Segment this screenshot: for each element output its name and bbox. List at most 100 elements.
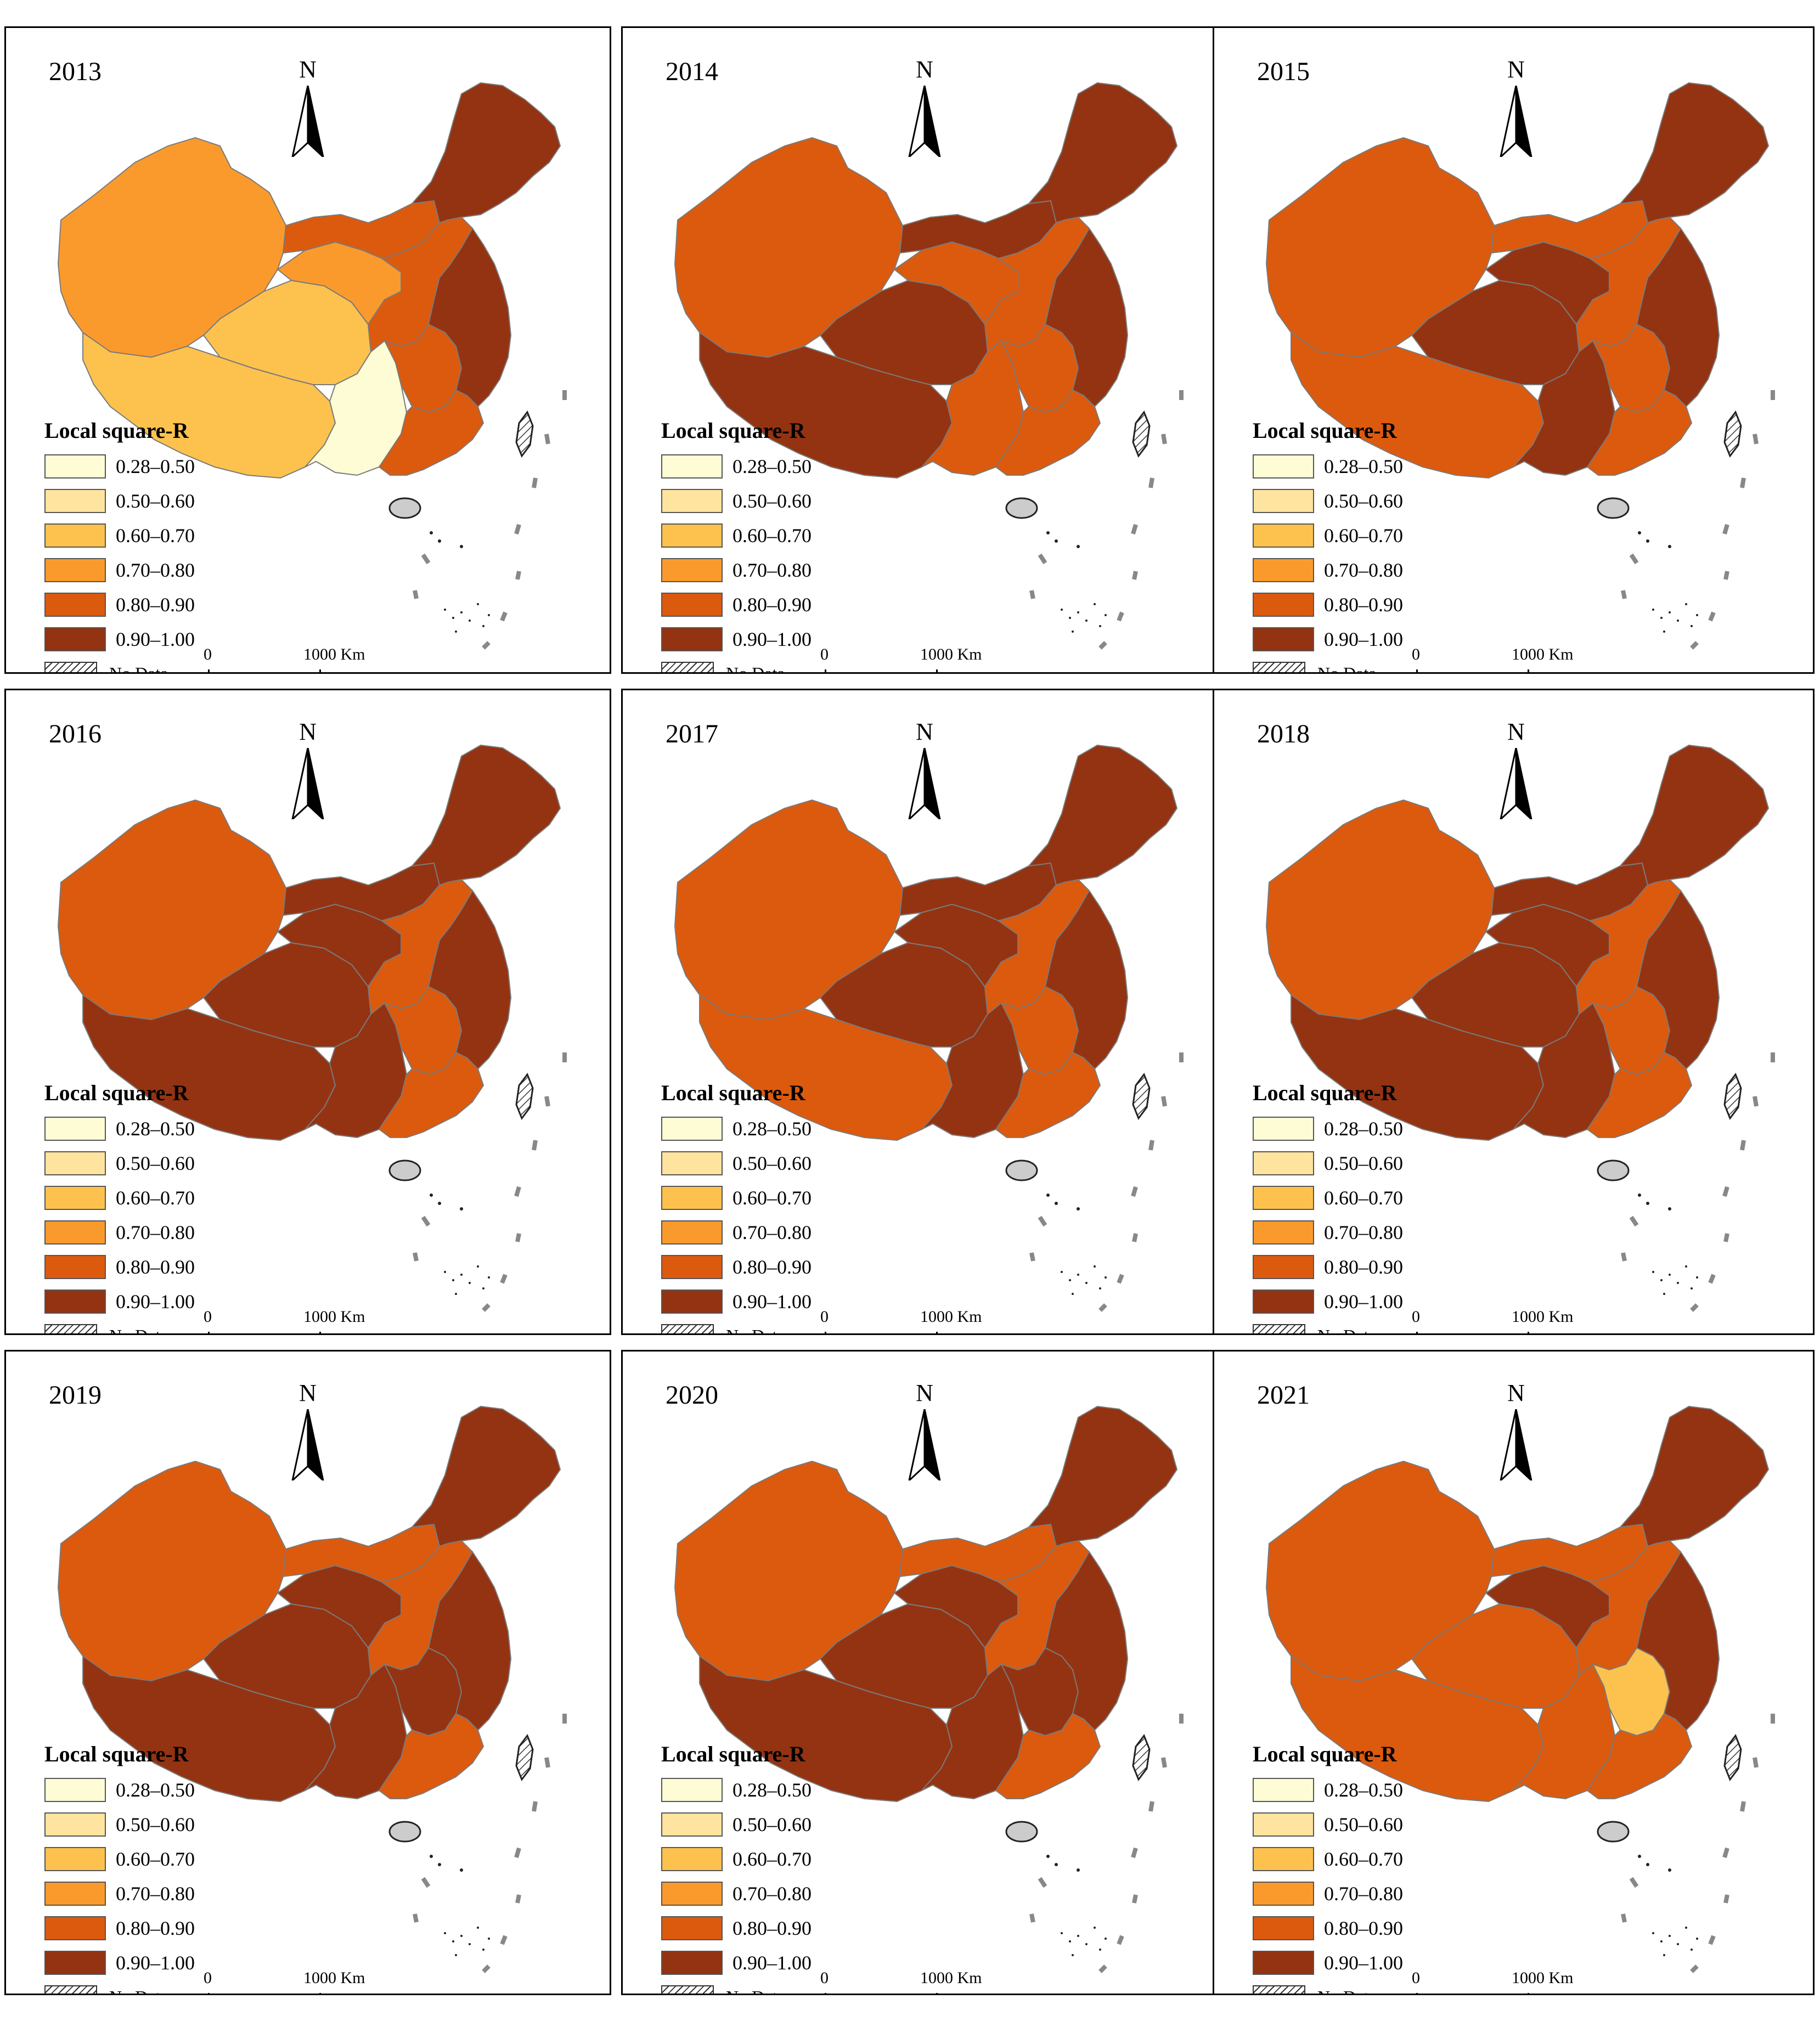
scale-bar-line — [1416, 1993, 1529, 1994]
legend-title: Local square-R — [1253, 1080, 1397, 1105]
legend-item: 0.50–0.60 — [661, 1807, 812, 1842]
region-south — [378, 1713, 484, 1799]
north-label: N — [916, 56, 933, 83]
legend-swatch — [44, 558, 106, 582]
legend-swatch — [661, 1116, 723, 1141]
legend-item: 0.60–0.70 — [1253, 518, 1403, 553]
legend-item: 0.60–0.70 — [44, 518, 195, 553]
region-northeast — [410, 744, 561, 886]
legend-swatch — [1253, 523, 1314, 548]
legend-swatch — [44, 1777, 106, 1802]
legend-swatch — [1253, 454, 1314, 478]
north-arrow-icon — [908, 748, 941, 819]
legend-label: 0.60–0.70 — [116, 1186, 195, 1209]
panel-year: 2021 — [1257, 1381, 1310, 1410]
north-arrow: N — [897, 55, 952, 160]
legend-title: Local square-R — [1253, 418, 1397, 443]
legend-item: 0.70–0.80 — [44, 1215, 195, 1249]
panel-year: 2017 — [666, 719, 718, 748]
island-dots — [430, 1855, 490, 1956]
legend-item: 0.60–0.70 — [44, 1842, 195, 1876]
north-label: N — [1507, 1380, 1525, 1406]
legend-swatch — [1253, 1289, 1314, 1314]
legend-item: 0.80–0.90 — [1253, 1249, 1403, 1284]
legend: Local square-R 0.28–0.50 0.50–0.60 0.60–0.… — [1253, 1741, 1403, 1994]
north-label: N — [299, 56, 317, 83]
map-panel-2019: 2019 N Local square-R 0.28–0.50 0.50–0.60… — [4, 1350, 611, 1995]
scale-bar: 0 1000 Km — [204, 645, 379, 672]
china-map — [1265, 1405, 1775, 1973]
north-label: N — [916, 718, 933, 745]
china-map — [674, 1405, 1184, 1973]
legend-label: 0.80–0.90 — [1324, 1255, 1403, 1278]
region-south — [995, 389, 1101, 476]
north-arrow: N — [280, 55, 335, 160]
map-panel-2016: 2016 N Local square-R 0.28–0.50 0.50–0.60… — [4, 689, 611, 1335]
legend-label: 0.28–0.50 — [116, 1778, 195, 1801]
scale-bar: 0 1000 Km — [204, 1969, 379, 1994]
legend-swatch — [44, 1881, 106, 1906]
north-arrow: N — [1489, 55, 1543, 160]
legend-label: No Data — [109, 1987, 168, 1994]
north-arrow-icon — [1500, 1409, 1532, 1480]
legend-label: No Data — [1317, 1326, 1377, 1333]
legend-label: 0.28–0.50 — [732, 1117, 812, 1140]
island-dots — [1638, 1855, 1698, 1956]
legend-swatch — [661, 1846, 723, 1871]
legend-label: No Data — [726, 1987, 785, 1994]
legend-label: 0.60–0.70 — [1324, 1186, 1403, 1209]
island-dots — [1046, 1193, 1107, 1295]
legend-label: No Data — [726, 663, 785, 674]
scale-start: 0 — [204, 645, 212, 663]
scale-end: 1000 Km — [920, 1308, 982, 1326]
scale-end: 1000 Km — [1512, 1969, 1574, 1987]
china-map — [57, 82, 567, 650]
legend-item: 0.60–0.70 — [1253, 1842, 1403, 1876]
region-northeast — [1027, 82, 1178, 224]
scale-bar: 0 1000 Km — [204, 1308, 379, 1333]
legend-item: 0.90–1.00 — [44, 1945, 195, 1980]
legend-label: 0.90–1.00 — [732, 1951, 812, 1974]
north-label: N — [916, 1380, 933, 1406]
panel-year: 2016 — [49, 719, 102, 748]
legend-swatch — [661, 592, 723, 617]
legend-item: 0.60–0.70 — [661, 1180, 812, 1215]
legend-swatch — [661, 627, 723, 651]
legend-swatch — [1253, 1950, 1314, 1975]
legend-item: 0.50–0.60 — [44, 483, 195, 518]
legend: Local square-R 0.28–0.50 0.50–0.60 0.60–0.… — [661, 1741, 812, 1994]
scale-start: 0 — [204, 1308, 212, 1326]
no-data-swatch — [661, 661, 714, 672]
legend-label: 0.60–0.70 — [1324, 1848, 1403, 1870]
legend-item: 0.80–0.90 — [1253, 1911, 1403, 1945]
north-arrow-icon — [291, 1409, 324, 1480]
legend-label: 0.50–0.60 — [116, 1152, 195, 1174]
legend-title: Local square-R — [44, 1080, 189, 1105]
legend-label: 0.28–0.50 — [116, 1117, 195, 1140]
legend-label: 0.28–0.50 — [732, 455, 812, 477]
north-label: N — [299, 718, 317, 745]
legend-item: 0.70–0.80 — [1253, 1876, 1403, 1911]
scale-bar-line — [825, 669, 938, 672]
legend-item: 0.70–0.80 — [661, 1876, 812, 1911]
taiwan-no-data — [1723, 1733, 1742, 1782]
legend-label: 0.80–0.90 — [1324, 593, 1403, 616]
legend-item: 0.50–0.60 — [1253, 1807, 1403, 1842]
north-label: N — [1507, 56, 1525, 83]
legend-item: 0.80–0.90 — [1253, 587, 1403, 622]
region-south — [995, 1713, 1101, 1799]
hainan-island — [1597, 497, 1630, 519]
legend-label: 0.28–0.50 — [1324, 1117, 1403, 1140]
legend-item: 0.80–0.90 — [661, 1249, 812, 1284]
legend-swatch — [1253, 1185, 1314, 1210]
legend-label: No Data — [1317, 663, 1377, 674]
legend-label: 0.70–0.80 — [732, 559, 812, 581]
north-arrow-icon — [1500, 748, 1532, 819]
legend-swatch — [1253, 1151, 1314, 1175]
legend-swatch — [1253, 558, 1314, 582]
scale-bar-line — [208, 669, 321, 672]
island-dots — [430, 531, 490, 633]
legend-swatch — [44, 1916, 106, 1940]
legend-swatch — [44, 1289, 106, 1314]
hainan-island — [1597, 1821, 1630, 1843]
